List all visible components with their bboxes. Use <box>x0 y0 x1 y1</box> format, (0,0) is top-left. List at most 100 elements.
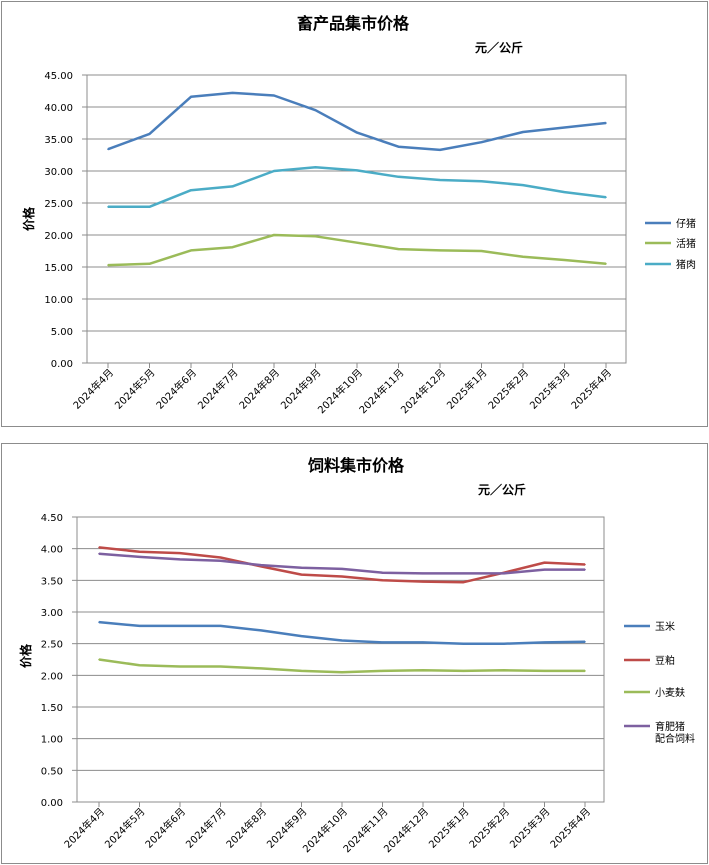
y-tick-label: 1.00 <box>41 735 63 746</box>
legend-label: 猪肉 <box>676 258 696 271</box>
data-point <box>605 122 607 124</box>
y-axis-label: 价格 <box>18 643 33 668</box>
data-point <box>138 556 141 558</box>
x-tick-label: 2024年7月 <box>195 366 241 412</box>
data-point <box>231 246 234 248</box>
data-point <box>341 639 343 642</box>
y-tick-label: 3.50 <box>41 576 63 587</box>
data-point <box>179 665 181 668</box>
data-point <box>260 564 262 566</box>
y-tick-label: 4.50 <box>41 513 63 524</box>
x-tick-label: 2024年5月 <box>102 805 148 851</box>
data-point <box>341 575 343 578</box>
y-tick-label: 5.00 <box>51 327 73 338</box>
y-tick-label: 45.00 <box>44 71 73 82</box>
x-tick-label: 2025年3月 <box>507 805 553 851</box>
data-point <box>522 184 524 186</box>
data-point <box>148 206 151 208</box>
data-point <box>314 166 317 168</box>
data-point <box>422 641 424 644</box>
y-tick-label: 30.00 <box>44 167 73 178</box>
unit-label: 元／公斤 <box>475 40 523 55</box>
x-tick-label: 2025年4月 <box>547 805 593 851</box>
y-tick-label: 0.00 <box>51 359 73 370</box>
series-line <box>108 165 607 209</box>
data-point <box>98 621 100 623</box>
chart-title: 饲料集市价格 <box>307 456 405 475</box>
data-point <box>273 94 275 97</box>
x-tick-label: 2024年4月 <box>70 366 116 412</box>
data-point <box>462 572 465 575</box>
chart-title: 畜产品集市价格 <box>297 14 410 33</box>
series-line <box>107 233 607 267</box>
x-tick-label: 2025年2月 <box>485 366 531 412</box>
y-axis-label: 价格 <box>21 206 36 231</box>
data-point <box>219 625 222 627</box>
data-point <box>98 552 100 555</box>
data-point <box>148 263 151 265</box>
data-point <box>584 640 586 643</box>
data-point <box>543 670 546 672</box>
unit-label: 元／公斤 <box>478 482 526 497</box>
data-point <box>314 109 317 111</box>
data-point <box>179 625 181 627</box>
data-point <box>107 264 109 266</box>
data-point <box>148 133 151 135</box>
data-point <box>314 235 317 238</box>
data-point <box>462 670 465 672</box>
data-point <box>397 175 400 178</box>
data-point <box>300 566 303 569</box>
y-tick-label: 20.00 <box>44 231 73 242</box>
data-point <box>563 126 566 129</box>
x-tick-label: 2024年12月 <box>398 366 448 416</box>
x-tick-label: 2024年8月 <box>223 805 269 851</box>
data-point <box>138 551 141 553</box>
x-tick-label: 2024年4月 <box>61 805 107 851</box>
data-point <box>356 241 358 244</box>
data-point <box>300 635 303 637</box>
data-point <box>422 580 424 583</box>
x-tick-label: 2025年3月 <box>527 366 573 412</box>
x-tick-label: 2024年9月 <box>278 366 324 412</box>
legend-label: 活猪 <box>676 238 696 250</box>
data-point <box>462 581 465 584</box>
data-point <box>273 170 275 172</box>
x-tick-label: 2024年9月 <box>264 805 310 851</box>
data-point <box>584 568 586 571</box>
legend-label: 仔猪 <box>676 218 696 230</box>
x-tick-label: 2025年4月 <box>568 366 614 412</box>
data-point <box>584 563 586 566</box>
data-point <box>231 92 234 94</box>
data-point <box>179 552 181 554</box>
data-point <box>273 234 275 236</box>
data-point <box>190 189 192 191</box>
y-tick-label: 25.00 <box>44 199 73 210</box>
data-point <box>98 658 100 661</box>
series-line <box>107 91 607 152</box>
x-tick-label: 2025年2月 <box>466 805 512 851</box>
data-point <box>503 572 505 575</box>
data-point <box>543 641 546 644</box>
data-point <box>107 148 109 151</box>
data-point <box>543 568 546 571</box>
legend-label: 小麦麸 <box>655 686 685 699</box>
data-point <box>439 149 441 151</box>
data-point <box>356 131 358 134</box>
data-point <box>605 196 607 199</box>
data-point <box>219 665 222 668</box>
data-point <box>107 206 109 208</box>
data-point <box>381 579 384 582</box>
data-point <box>341 568 343 570</box>
data-point <box>381 670 384 672</box>
data-point <box>381 571 384 574</box>
y-tick-label: 15.00 <box>44 263 73 274</box>
data-point <box>522 255 524 258</box>
legend-label: 配合饲料 <box>655 732 695 745</box>
x-tick-label: 2024年7月 <box>183 805 229 851</box>
x-tick-label: 2024年6月 <box>153 366 199 412</box>
data-point <box>190 95 192 98</box>
x-tick-label: 2024年5月 <box>112 366 158 412</box>
data-point <box>563 191 566 193</box>
